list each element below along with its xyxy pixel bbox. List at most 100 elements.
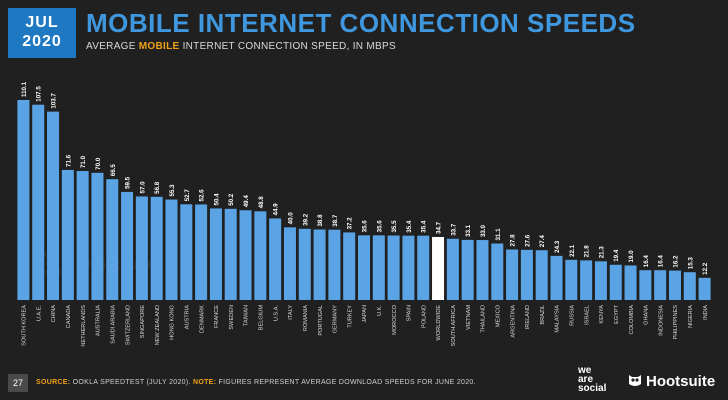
category-label: U.K. [377, 305, 383, 316]
category-label: EGYPT [614, 304, 620, 324]
category-label: SAUDI ARABIA [110, 305, 116, 344]
owl-icon [629, 375, 641, 386]
data-label: 35.6 [362, 220, 369, 233]
category-label: ISRAEL [584, 305, 590, 325]
category-label: TAIWAN [244, 305, 250, 326]
bar [639, 270, 652, 300]
bar [446, 238, 459, 300]
bar [17, 100, 30, 300]
bar [298, 228, 311, 300]
category-label: RUSSIA [570, 305, 576, 326]
weare-social-logo: we are social [578, 366, 606, 394]
bar [358, 235, 371, 300]
bar [121, 191, 134, 300]
bar [520, 249, 533, 300]
bar [550, 255, 563, 300]
data-label: 35.4 [406, 220, 413, 233]
data-label: 71.0 [80, 155, 87, 168]
bar [491, 243, 504, 300]
bar [654, 270, 667, 300]
bar [476, 240, 489, 300]
bar [402, 235, 415, 300]
hootsuite-wordmark: Hootsuite [646, 373, 716, 390]
bar [343, 232, 356, 300]
page-number: 27 [8, 374, 28, 392]
data-label: 34.7 [436, 221, 443, 234]
category-label: SOUTH AFRICA [451, 305, 457, 347]
bar [565, 259, 578, 300]
category-label: MALAYSIA [555, 305, 561, 333]
data-label: 22.1 [569, 244, 576, 257]
category-label: SOUTH KOREA [22, 305, 28, 346]
data-label: 37.2 [347, 217, 354, 230]
data-label: 50.2 [228, 193, 235, 206]
bar [328, 229, 341, 300]
data-label: 71.6 [65, 154, 72, 167]
data-label: 107.5 [36, 86, 43, 102]
category-label: SWITZERLAND [125, 305, 131, 345]
data-label: 55.3 [169, 184, 176, 197]
bar [91, 172, 104, 300]
category-label: TURKEY [347, 305, 353, 328]
bar [165, 199, 178, 300]
bar [269, 218, 282, 300]
data-label: 40.0 [287, 212, 294, 225]
data-label: 49.4 [243, 195, 250, 208]
date-badge-month: JUL [25, 14, 59, 31]
bar [180, 204, 193, 300]
category-label: KENYA [599, 305, 605, 324]
data-label: 33.7 [450, 223, 457, 236]
source-text: OOKLA SPEEDTEST (JULY 2020). [70, 379, 191, 386]
category-label: ROMANIA [303, 305, 309, 331]
category-label: WORLDWIDE [436, 305, 442, 341]
bar [417, 235, 430, 300]
data-label: 19.4 [613, 249, 620, 262]
weare-logo-line: are [578, 374, 594, 385]
data-label: 103.7 [51, 93, 58, 109]
date-badge: JUL 2020 [8, 8, 76, 58]
bar [313, 229, 326, 300]
bar [224, 208, 237, 300]
hootsuite-logo: Hootsuite [627, 372, 715, 390]
category-label: AUSTRIA [185, 305, 191, 330]
data-label: 35.4 [421, 220, 428, 233]
data-label: 16.2 [672, 255, 679, 268]
category-label: MOROCCO [392, 304, 398, 334]
data-label: 39.2 [302, 213, 309, 226]
bar [254, 211, 267, 300]
bar [624, 265, 637, 300]
source-label: SOURCE: [36, 379, 71, 386]
category-label: HONG KONG [170, 305, 176, 340]
data-label: 57.0 [139, 181, 146, 194]
bar [135, 196, 148, 300]
category-label: NIGERIA [688, 305, 694, 328]
data-label: 27.8 [510, 234, 517, 247]
category-label: GHANA [644, 305, 650, 325]
bar [461, 239, 474, 300]
bar [535, 250, 548, 300]
bar [76, 171, 89, 300]
data-label: 66.5 [110, 164, 117, 177]
bar [609, 264, 622, 300]
data-label: 24.3 [554, 240, 561, 253]
category-label: THAILAND [481, 305, 487, 333]
bar [150, 196, 163, 300]
data-label: 33.1 [465, 224, 472, 237]
category-label: PHILIPPINES [673, 305, 679, 340]
bar [372, 235, 385, 300]
category-label: VIETNAM [466, 305, 472, 330]
data-label: 38.8 [317, 214, 324, 227]
bar [195, 204, 208, 300]
category-label: SINGAPORE [140, 305, 146, 339]
category-label: INDIA [703, 305, 709, 320]
data-label: 70.0 [95, 157, 102, 170]
category-label: BRAZIL [540, 305, 546, 325]
note-text: FIGURES REPRESENT AVERAGE DOWNLOAD SPEED… [216, 379, 476, 386]
category-label: NETHERLANDS [81, 305, 87, 347]
data-label: 35.5 [391, 220, 398, 233]
subtitle-suffix: INTERNET CONNECTION SPEED, IN MBPS [179, 41, 396, 52]
bar [668, 270, 681, 300]
bar [683, 272, 696, 300]
page-title: MOBILE INTERNET CONNECTION SPEEDS [86, 8, 636, 38]
